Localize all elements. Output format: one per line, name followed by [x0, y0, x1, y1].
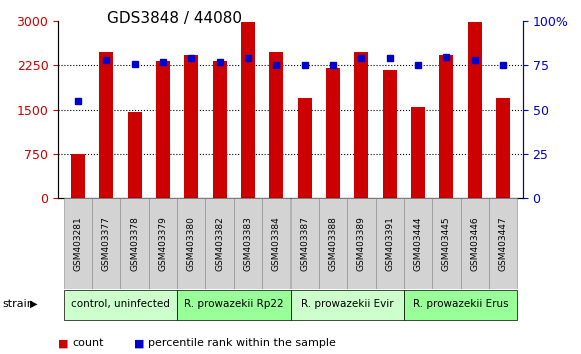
Bar — [156, 61, 170, 198]
Bar — [92, 198, 120, 289]
Text: GSM403382: GSM403382 — [215, 216, 224, 271]
Bar — [375, 198, 404, 289]
Text: GSM403388: GSM403388 — [328, 216, 338, 271]
Text: GSM403447: GSM403447 — [498, 216, 508, 271]
Bar — [290, 198, 319, 289]
Bar — [120, 198, 149, 289]
Bar — [432, 198, 461, 289]
Text: GSM403383: GSM403383 — [243, 216, 253, 271]
Bar — [354, 52, 368, 198]
Bar — [411, 107, 425, 198]
Text: ■: ■ — [58, 338, 69, 348]
Bar — [347, 198, 375, 289]
Bar — [177, 198, 206, 289]
Bar — [489, 198, 517, 289]
Bar — [468, 22, 482, 198]
Text: GSM403387: GSM403387 — [300, 216, 309, 271]
Text: GSM403377: GSM403377 — [102, 216, 111, 271]
Text: GSM403445: GSM403445 — [442, 216, 451, 271]
Text: GSM403379: GSM403379 — [159, 216, 167, 271]
Text: R. prowazekii Rp22: R. prowazekii Rp22 — [184, 299, 284, 309]
Bar — [290, 290, 404, 320]
Bar — [496, 98, 510, 198]
Text: GSM403384: GSM403384 — [272, 216, 281, 271]
Text: GSM403444: GSM403444 — [414, 216, 422, 270]
Text: GSM403378: GSM403378 — [130, 216, 139, 271]
Bar — [326, 68, 340, 198]
Bar — [269, 52, 284, 198]
Bar — [241, 22, 255, 198]
Text: GSM403446: GSM403446 — [470, 216, 479, 271]
Bar — [64, 198, 92, 289]
Bar — [206, 198, 234, 289]
Bar — [234, 198, 262, 289]
Bar — [184, 55, 198, 198]
Text: percentile rank within the sample: percentile rank within the sample — [148, 338, 336, 348]
Bar — [404, 290, 517, 320]
Text: GSM403389: GSM403389 — [357, 216, 366, 271]
Bar — [461, 198, 489, 289]
Bar — [149, 198, 177, 289]
Text: R. prowazekii Erus: R. prowazekii Erus — [413, 299, 508, 309]
Text: R. prowazekii Evir: R. prowazekii Evir — [301, 299, 393, 309]
Bar — [64, 290, 177, 320]
Text: GSM403281: GSM403281 — [73, 216, 83, 271]
Bar — [71, 154, 85, 198]
Bar — [128, 112, 142, 198]
Text: GDS3848 / 44080: GDS3848 / 44080 — [107, 11, 242, 25]
Text: strain: strain — [3, 299, 35, 309]
Text: ▶: ▶ — [30, 299, 38, 309]
Bar — [297, 98, 312, 198]
Text: ■: ■ — [134, 338, 144, 348]
Text: GSM403380: GSM403380 — [187, 216, 196, 271]
Text: GSM403391: GSM403391 — [385, 216, 394, 271]
Bar — [262, 198, 290, 289]
Bar — [99, 52, 113, 198]
Bar — [177, 290, 290, 320]
Bar — [439, 55, 453, 198]
Bar — [383, 70, 397, 198]
Bar — [404, 198, 432, 289]
Text: count: count — [73, 338, 104, 348]
Bar — [319, 198, 347, 289]
Bar — [213, 61, 227, 198]
Text: control, uninfected: control, uninfected — [71, 299, 170, 309]
